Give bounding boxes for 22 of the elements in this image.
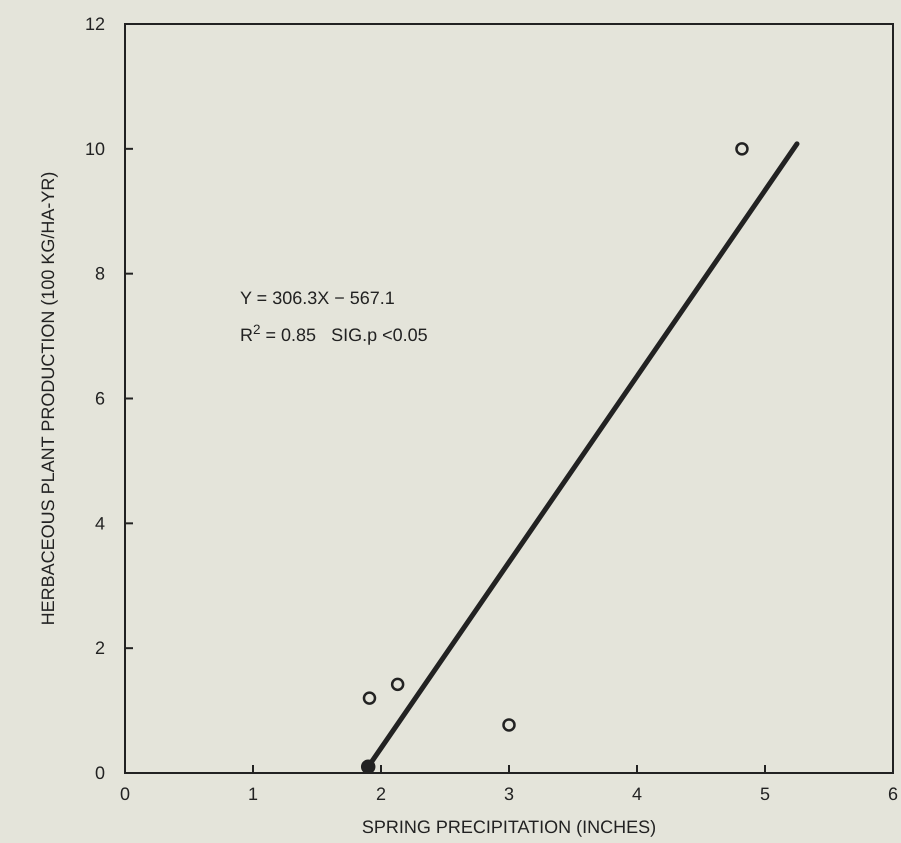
x-tick-label: 0 <box>120 784 130 804</box>
y-tick-label: 8 <box>94 264 105 284</box>
x-tick-label: 5 <box>760 784 770 804</box>
point <box>502 718 516 732</box>
annotation: R$^{2}$ = 0.85 SIG.p <0.05 <box>240 322 428 345</box>
x-tick-label: 4 <box>632 784 642 804</box>
x-tick-label: 1 <box>248 784 258 804</box>
y-axis-title: HERBACEOUS PLANT PRODUCTION (100 KG/HA-YR) <box>38 172 58 626</box>
x-tick-label: 2 <box>376 784 386 804</box>
y-tick-label: 0 <box>94 763 105 783</box>
y-tick-label: 2 <box>94 638 105 658</box>
y-tick-label: 6 <box>94 388 105 408</box>
y-tick-label: 10 <box>84 138 105 159</box>
x-tick-label: 3 <box>504 784 514 804</box>
annotation: Y = 306.3X − 567.1 <box>240 288 395 308</box>
point <box>390 678 404 692</box>
point <box>362 691 376 705</box>
y-tick-label: 12 <box>84 14 105 34</box>
x-tick-label: 6 <box>888 784 898 804</box>
y-tick-label: 4 <box>94 513 105 534</box>
point <box>735 142 749 156</box>
x-axis-title: SPRING PRECIPITATION (INCHES) <box>362 817 656 837</box>
